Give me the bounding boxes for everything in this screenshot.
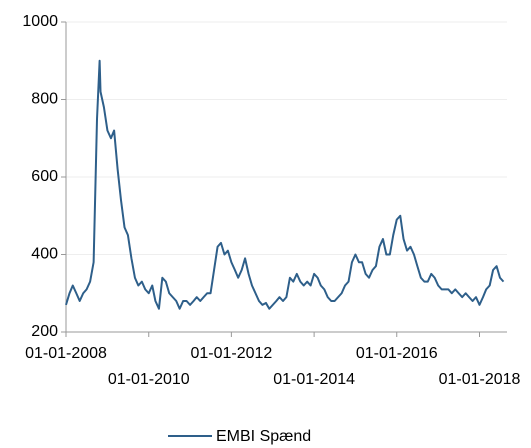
y-tick-label: 400 xyxy=(31,246,58,263)
y-tick-label: 800 xyxy=(31,91,58,108)
series-line xyxy=(65,59,505,310)
legend-label: EMBI Spænd xyxy=(216,428,311,445)
x-tick-label: 01-01-2018 xyxy=(439,371,521,388)
x-tick-label: 01-01-2012 xyxy=(190,345,272,362)
y-tick-label: 200 xyxy=(31,323,58,340)
x-tick-label: 01-01-2008 xyxy=(25,345,107,362)
y-tick-label: 1000 xyxy=(22,13,58,30)
y-tick-label: 600 xyxy=(31,168,58,185)
x-tick-label: 01-01-2014 xyxy=(273,371,355,388)
x-tick-label: 01-01-2010 xyxy=(108,371,190,388)
x-tick-label: 01-01-2016 xyxy=(356,345,438,362)
